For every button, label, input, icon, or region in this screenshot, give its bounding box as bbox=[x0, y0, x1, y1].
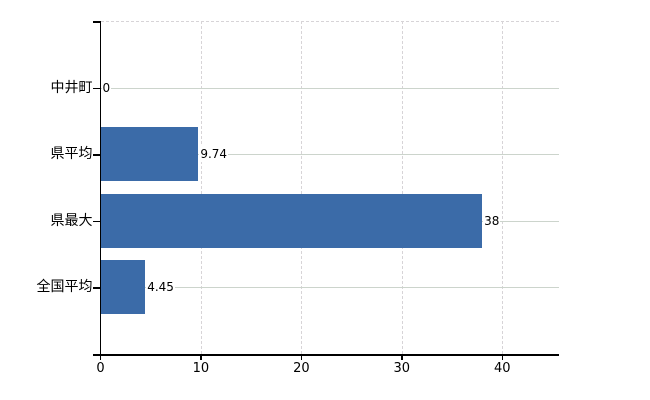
bar bbox=[100, 260, 146, 315]
y-axis-tick bbox=[93, 287, 100, 289]
plot-top-border bbox=[100, 21, 559, 22]
category-label: 中井町 bbox=[50, 79, 93, 96]
y-axis-tick bbox=[93, 21, 100, 23]
y-axis-tick bbox=[93, 154, 100, 156]
x-tick-label: 10 bbox=[192, 361, 210, 376]
grid-line-h bbox=[100, 154, 559, 156]
x-axis-tick bbox=[200, 354, 202, 360]
grid-line-v bbox=[502, 21, 504, 354]
grid-line-v bbox=[200, 21, 202, 354]
x-axis-tick bbox=[99, 354, 102, 360]
grid-line-h bbox=[100, 287, 559, 289]
y-axis-line bbox=[99, 21, 101, 355]
x-tick-label: 40 bbox=[493, 361, 511, 376]
y-axis-tick bbox=[93, 87, 100, 90]
category-label: 県最大 bbox=[50, 212, 93, 229]
value-label: 4.45 bbox=[146, 279, 175, 296]
x-tick-label: 0 bbox=[96, 361, 105, 376]
y-axis-tick bbox=[93, 354, 100, 356]
y-axis-tick bbox=[93, 220, 100, 223]
grid-line-h bbox=[100, 87, 559, 89]
x-axis-tick bbox=[501, 354, 503, 360]
x-axis-tick bbox=[300, 354, 303, 360]
x-tick-label: 20 bbox=[293, 361, 310, 376]
grid-line-v bbox=[301, 21, 303, 354]
x-tick-label: 30 bbox=[393, 361, 411, 376]
bar bbox=[100, 127, 199, 182]
value-label: 9.74 bbox=[199, 146, 229, 163]
category-label: 県平均 bbox=[50, 146, 93, 163]
grid-line-v bbox=[401, 21, 403, 354]
value-label: 38 bbox=[483, 212, 501, 229]
bar bbox=[100, 193, 483, 248]
x-axis-line bbox=[99, 354, 559, 356]
category-label: 全国平均 bbox=[36, 279, 93, 296]
value-label: 0 bbox=[101, 79, 112, 96]
x-axis-tick bbox=[401, 354, 403, 360]
